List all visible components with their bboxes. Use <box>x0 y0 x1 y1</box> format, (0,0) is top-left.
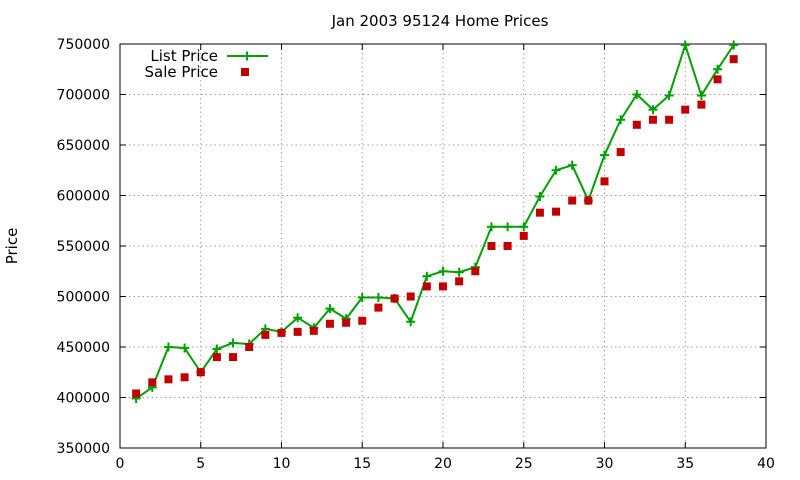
x-tick-label: 15 <box>353 456 371 472</box>
x-tick-label: 0 <box>116 456 125 472</box>
sale-price-point <box>148 378 157 387</box>
list-price-point <box>373 293 383 303</box>
list-price-point <box>567 160 577 170</box>
list-price-point <box>454 267 464 277</box>
y-tick-label: 600000 <box>57 189 110 205</box>
sale-price-point <box>681 105 690 114</box>
sale-price-point <box>196 368 205 377</box>
list-price-point <box>180 343 190 353</box>
sale-price-point <box>390 294 399 303</box>
sale-price-point <box>568 196 577 205</box>
sale-price-point <box>358 316 367 325</box>
sale-price-point <box>277 328 286 337</box>
list-price-point <box>212 344 222 354</box>
y-tick-label: 550000 <box>57 239 110 255</box>
list-price-point <box>729 40 739 50</box>
sale-price-point <box>439 282 447 291</box>
sale-price-point <box>342 318 351 327</box>
x-tick-label: 20 <box>434 456 452 472</box>
sale-price-point <box>552 207 561 216</box>
chart-title: Jan 2003 95124 Home Prices <box>331 12 549 30</box>
y-tick-label: 400000 <box>57 391 110 407</box>
list-price-point <box>680 40 690 50</box>
sale-price-point <box>245 343 254 351</box>
sale-price-point <box>519 231 528 240</box>
sale-price-point <box>374 303 383 312</box>
sale-price-point <box>180 373 189 382</box>
sale-price-point <box>697 100 706 109</box>
legend-label-list-price: List Price <box>150 47 218 65</box>
list-price-point <box>228 338 238 348</box>
y-tick-label: 650000 <box>57 138 110 154</box>
legend-marker-list-price <box>242 51 252 61</box>
list-price-point <box>632 90 642 99</box>
sale-price-point <box>422 282 431 291</box>
list-price-point <box>293 313 303 323</box>
sale-price-point <box>503 242 512 250</box>
list-price-point <box>616 115 626 125</box>
sale-price-point <box>632 120 641 129</box>
x-tick-label: 40 <box>757 456 775 472</box>
list-price-point <box>438 266 448 276</box>
x-tick-label: 10 <box>273 456 291 472</box>
sale-price-point <box>584 196 593 205</box>
sale-price-point <box>406 292 415 301</box>
y-axis-title: Price <box>3 228 21 265</box>
sale-price-point <box>600 177 609 186</box>
list-price-point <box>406 317 416 327</box>
list-price-point <box>535 192 545 202</box>
list-price-point <box>422 271 432 281</box>
gridlines <box>120 44 766 448</box>
legend-marker-sale-price <box>241 68 249 76</box>
sale-price-point <box>212 353 221 362</box>
x-tick-label: 25 <box>515 456 533 472</box>
plot-series <box>131 40 739 404</box>
list-price-point <box>551 165 561 175</box>
x-tick-label: 35 <box>676 456 694 472</box>
sale-price-point <box>164 375 173 384</box>
list-price-point <box>519 222 529 232</box>
y-tick-label: 350000 <box>57 441 110 457</box>
sale-price-point <box>487 242 496 250</box>
list-price-point <box>713 64 723 74</box>
sale-price-point <box>132 389 141 398</box>
list-price-point <box>664 91 674 101</box>
y-tick-label: 450000 <box>57 340 110 356</box>
sale-price-point <box>729 55 738 64</box>
sale-price-point <box>293 327 302 336</box>
sale-price-point <box>261 330 270 339</box>
list-price-point <box>163 342 173 352</box>
sale-price-point <box>471 267 480 276</box>
x-tick-label: 30 <box>596 456 614 472</box>
sale-price-point <box>309 326 318 335</box>
y-tick-label: 500000 <box>57 290 110 306</box>
sale-price-point <box>665 115 674 124</box>
sale-price-point <box>325 319 334 328</box>
list-price-line <box>135 44 735 400</box>
sale-price-point <box>616 148 625 157</box>
legend-label-sale-price: Sale Price <box>145 63 218 81</box>
x-tick-label: 5 <box>196 456 205 472</box>
list-price-point <box>648 105 658 115</box>
sale-price-point <box>229 353 238 362</box>
sale-price-point <box>535 208 544 217</box>
list-price-point <box>357 293 367 303</box>
sale-price-point <box>713 75 722 84</box>
list-price-point <box>503 222 513 232</box>
list-price-point <box>600 150 609 160</box>
list-price-point <box>325 304 335 314</box>
list-price-point <box>486 222 496 232</box>
sale-price-point <box>455 277 464 286</box>
axes: 0 5 10 15 20 25 30 35 40 350000 400000 450000 500000… <box>57 37 775 472</box>
sale-price-point <box>648 115 657 124</box>
y-tick-label: 750000 <box>57 37 110 53</box>
y-tick-label: 700000 <box>57 88 110 104</box>
list-price-point <box>696 91 706 101</box>
